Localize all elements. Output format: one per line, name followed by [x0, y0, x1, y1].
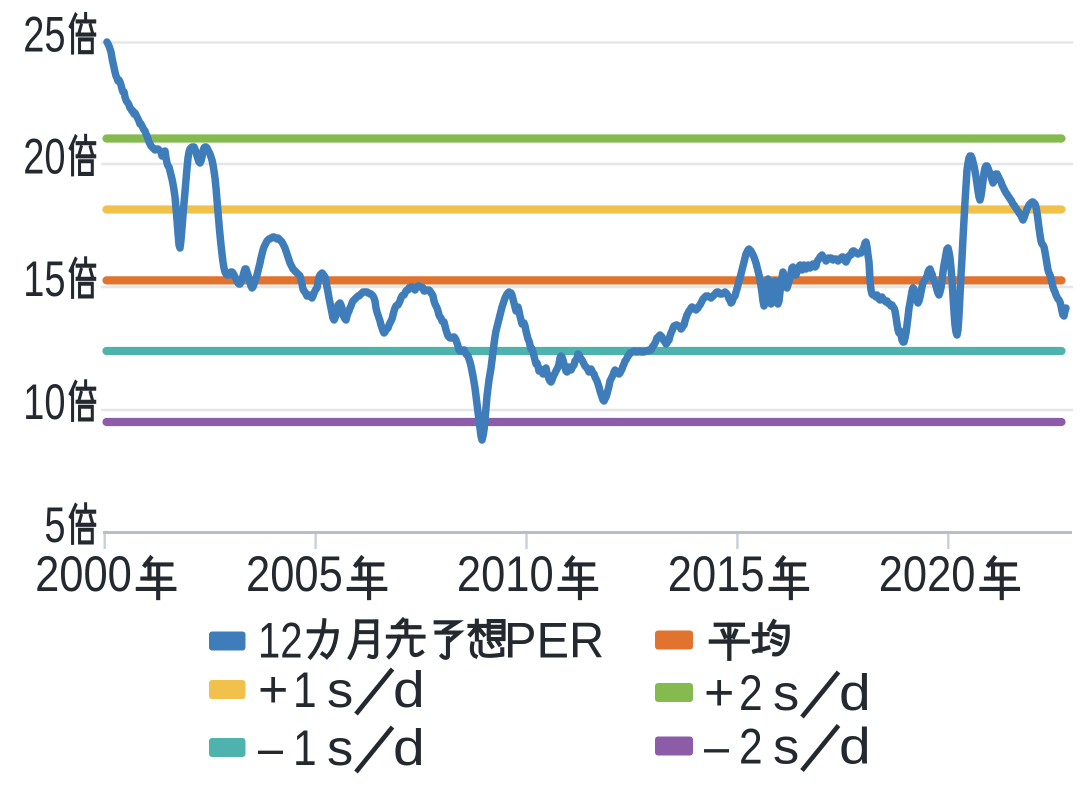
svg-text:s: s	[773, 665, 799, 721]
svg-text:2005: 2005	[246, 546, 343, 601]
svg-text:12: 12	[258, 612, 302, 668]
svg-text:20: 20	[23, 130, 65, 185]
svg-text:1: 1	[293, 662, 317, 718]
svg-text:–: –	[258, 721, 284, 777]
svg-text:2: 2	[739, 718, 763, 774]
svg-text:+: +	[258, 661, 288, 719]
svg-text:2020: 2020	[879, 546, 976, 601]
svg-text:5: 5	[44, 498, 65, 553]
svg-text:s: s	[773, 719, 799, 775]
svg-text:–: –	[704, 719, 730, 775]
svg-text:d: d	[393, 720, 425, 777]
svg-text:PER: PER	[504, 613, 604, 669]
svg-text:+: +	[704, 664, 734, 722]
svg-text:25: 25	[23, 8, 65, 63]
svg-text:2000: 2000	[35, 546, 132, 601]
svg-text:s: s	[327, 720, 353, 776]
svg-text:2015: 2015	[668, 546, 765, 601]
svg-text:15: 15	[23, 252, 65, 307]
svg-text:2: 2	[739, 665, 763, 721]
svg-text:s: s	[327, 662, 353, 718]
svg-text:d: d	[839, 718, 871, 775]
svg-text:1: 1	[293, 720, 317, 776]
svg-text:d: d	[393, 662, 425, 719]
svg-text:d: d	[839, 665, 871, 722]
svg-text:2010: 2010	[457, 546, 554, 601]
svg-text:10: 10	[23, 375, 65, 430]
